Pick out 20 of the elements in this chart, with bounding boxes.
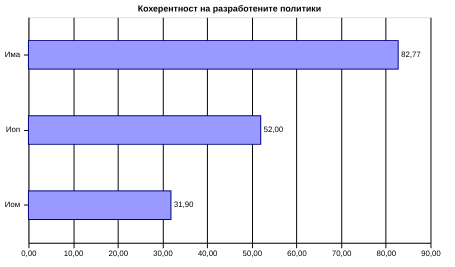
x-tick-label: 10,00	[64, 249, 84, 258]
y-tick-label: Иоп	[6, 124, 20, 134]
x-tick-label: 80,00	[376, 249, 397, 258]
x-tick-label: 40,00	[198, 249, 218, 258]
x-tick-label: 70,00	[332, 249, 352, 258]
data-label: 82,77	[401, 50, 421, 59]
x-tick-label: 30,00	[153, 249, 174, 258]
x-tick-label: 90,00	[421, 249, 442, 258]
y-tick-label: Има	[4, 50, 21, 59]
x-tick-label: 50,00	[242, 249, 263, 258]
data-label: 31,90	[174, 200, 194, 210]
bar	[28, 115, 262, 145]
x-tick-label: 20,00	[108, 249, 129, 258]
data-label: 52,00	[264, 124, 284, 134]
bar	[28, 40, 399, 70]
chart-title: Кохерентност на разработените политики	[138, 3, 322, 14]
x-tick-label: 0,00	[21, 249, 38, 258]
x-tick-label: 60,00	[287, 249, 308, 258]
y-tick-label: Иом	[4, 200, 20, 210]
bar	[28, 190, 172, 220]
